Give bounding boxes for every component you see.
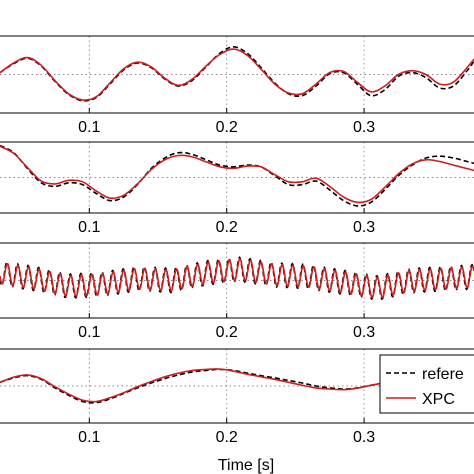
series-line-xpc xyxy=(0,48,474,101)
series-line-xpc xyxy=(0,258,474,299)
x-tick-label: 0.1 xyxy=(78,324,100,341)
x-tick-label: 0.1 xyxy=(78,429,100,446)
series-line-reference xyxy=(0,368,474,404)
x-tick-label: 0.2 xyxy=(216,429,238,446)
panel-3: 0.1 0.2 0.3 xyxy=(0,242,474,341)
x-tick-label: 0.1 xyxy=(78,219,100,236)
panel-1: 0.1 0.2 0.3 xyxy=(0,35,474,136)
x-tick-label: 0.2 xyxy=(216,219,238,236)
panel-series xyxy=(0,45,474,102)
x-axis-label: Time [s] xyxy=(218,457,274,474)
legend-label-reference: refere xyxy=(422,366,464,383)
series-line-reference xyxy=(0,45,474,102)
panel-frame xyxy=(0,35,474,114)
panel-frame xyxy=(0,348,474,424)
x-tick-label: 0.3 xyxy=(353,429,375,446)
series-line-xpc xyxy=(0,145,474,204)
legend-box xyxy=(379,354,474,414)
chart-panels: 0.1 0.2 0.3 0.1 0.2 0.3 0.1 0.2 0.3 0.1 0.2 0.3 xyxy=(0,35,474,446)
x-tick-label: 0.3 xyxy=(353,119,375,136)
x-tick-label: 0.3 xyxy=(353,219,375,236)
series-line-reference xyxy=(0,144,474,207)
panel-frame xyxy=(0,242,474,319)
panel-series xyxy=(0,144,474,207)
panel-2: 0.1 0.2 0.3 xyxy=(0,141,474,236)
panel-frame xyxy=(0,141,474,214)
legend: refere XPC xyxy=(379,354,474,414)
x-tick-label: 0.2 xyxy=(216,324,238,341)
legend-label-xpc: XPC xyxy=(422,391,455,408)
x-tick-label: 0.1 xyxy=(78,119,100,136)
panel-series xyxy=(0,256,474,301)
x-tick-label: 0.3 xyxy=(353,324,375,341)
x-tick-label: 0.2 xyxy=(216,119,238,136)
